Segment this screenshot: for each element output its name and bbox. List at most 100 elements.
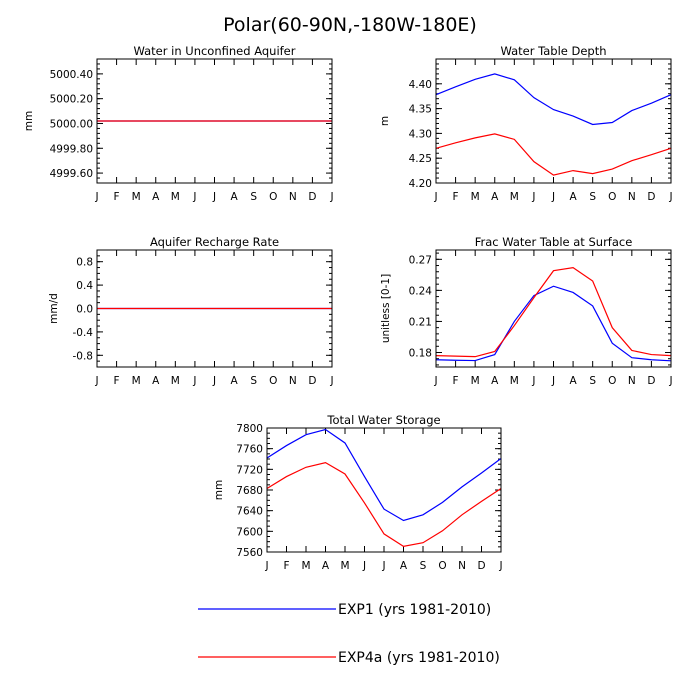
y-axis-label: unitless [0-1] [380,274,392,343]
x-tick-label: D [308,191,316,203]
y-tick-label: 5000.00 [50,118,93,130]
x-tick-label: J [551,191,555,203]
series-line-exp1 [435,285,672,362]
y-tick-label: 7680 [236,485,263,497]
x-tick-label: S [420,560,427,572]
x-tick-label: J [329,375,333,387]
plot-frame [435,249,672,368]
series-line-exp1 [266,428,502,522]
x-tick-label: A [152,375,160,387]
x-tick-label: J [264,560,268,572]
x-tick-label: D [647,375,655,387]
x-tick-label: A [322,560,330,572]
y-tick-label: 0.0 [76,304,93,316]
chart-title: Water in Unconfined Aquifer [133,44,295,58]
x-tick-label: O [608,191,616,203]
x-tick-label: J [329,191,333,203]
y-tick-label: 0.27 [409,254,432,266]
chart-title: Aquifer Recharge Rate [150,235,279,249]
y-tick-label: -0.8 [73,350,94,362]
x-tick-label: J [433,191,437,203]
x-tick-label: F [114,375,120,387]
y-tick-label: 5000.40 [50,69,93,81]
x-tick-label: J [668,191,672,203]
x-tick-label: O [608,375,616,387]
y-tick-label: 0.24 [409,285,433,297]
y-tick-label: 7800 [236,423,263,435]
x-tick-label: A [230,191,238,203]
chart-title: Total Water Storage [326,413,440,427]
x-tick-label: F [453,375,459,387]
x-tick-label: A [569,375,577,387]
chart-panel-5: Total Water Storage 7560 7600 7640 7680 7720 7… [213,413,503,572]
figure-title: Polar(60-90N,-180W-180E) [223,14,477,36]
panels: Water in Unconfined Aquifer 4999.60 4999.8… [23,44,673,572]
plot-frame [96,58,333,184]
x-tick-label: M [132,191,141,203]
x-tick-label: M [510,191,519,203]
y-tick-label: 4.30 [409,128,432,140]
x-tick-label: J [551,375,555,387]
y-tick-label: 7760 [236,444,263,456]
x-tick-label: N [289,375,297,387]
y-axis-label: mm [213,480,225,500]
x-tick-label: S [250,191,257,203]
y-tick-label: 4999.80 [50,143,93,155]
x-tick-label: A [491,191,499,203]
series-line-exp4a [266,461,502,547]
x-tick-label: J [362,560,366,572]
series-line-exp4a [435,133,672,176]
x-tick-label: A [569,191,577,203]
x-tick-label: J [192,191,196,203]
x-tick-label: A [400,560,408,572]
x-tick-label: M [171,191,180,203]
x-tick-label: D [477,560,485,572]
x-tick-label: J [668,375,672,387]
x-tick-label: M [301,560,310,572]
x-tick-label: A [491,375,499,387]
x-tick-label: S [589,375,596,387]
x-tick-label: A [152,191,160,203]
plot-frame [266,427,502,553]
y-tick-label: 5000.20 [50,94,93,106]
x-tick-label: F [114,191,120,203]
y-tick-label: 4.25 [409,153,432,165]
y-tick-label: 0.21 [409,316,432,328]
x-tick-label: F [453,191,459,203]
x-tick-label: J [94,191,98,203]
x-tick-label: M [340,560,349,572]
x-tick-label: M [132,375,141,387]
x-tick-label: O [269,375,277,387]
x-tick-label: S [589,191,596,203]
x-tick-label: J [212,375,216,387]
plot-frame [435,58,672,184]
x-tick-label: J [192,375,196,387]
x-tick-label: J [531,191,535,203]
legend-label-exp1: EXP1 (yrs 1981-2010) [338,602,491,618]
x-tick-label: O [269,191,277,203]
x-tick-label: M [471,375,480,387]
y-axis-label: m [379,116,391,126]
y-tick-label: 0.8 [76,257,93,269]
chart-panel-4: Frac Water Table at Surface 0.18 0.21 0.24 0… [380,235,673,387]
x-tick-label: O [438,560,446,572]
legend: EXP1 (yrs 1981-2010) EXP4a (yrs 1981-201… [198,602,500,666]
x-tick-label: J [212,191,216,203]
x-tick-label: J [94,375,98,387]
x-tick-label: M [510,375,519,387]
x-tick-label: N [628,375,636,387]
y-tick-label: 0.18 [409,348,432,360]
series-line-exp1 [435,73,672,126]
x-tick-label: J [381,560,385,572]
y-tick-label: -0.4 [73,327,94,339]
x-tick-label: D [308,375,316,387]
y-tick-label: 4.40 [409,79,432,91]
x-tick-label: J [531,375,535,387]
y-axis-label: mm/d [48,293,60,324]
x-tick-label: F [283,560,289,572]
x-tick-label: S [250,375,257,387]
y-axis-label: mm [23,111,35,131]
y-tick-label: 4.20 [409,178,432,190]
